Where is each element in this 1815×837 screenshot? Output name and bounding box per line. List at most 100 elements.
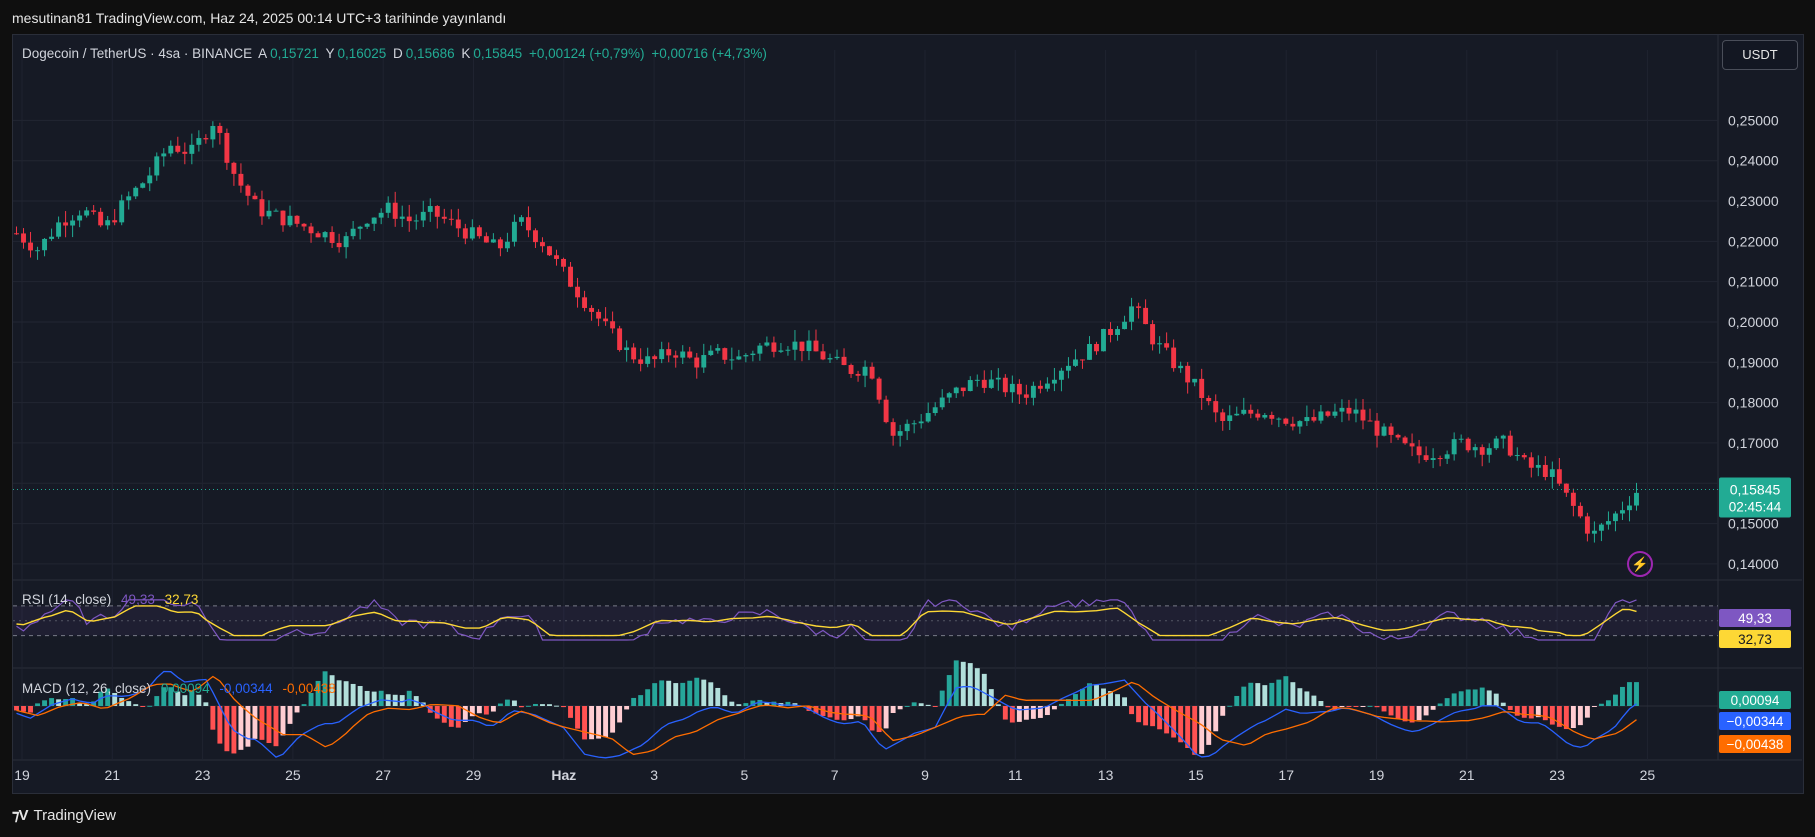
candle-body [652,356,658,360]
candle-body [855,373,861,376]
candle-body [1500,435,1506,439]
time-tick-label: 23 [195,767,211,783]
candle-body [946,393,952,398]
price-tick-label: 0,20000 [1728,314,1779,330]
candle-body [701,355,707,368]
macd-histogram-bar [1192,706,1198,755]
macd-hist-value: 0,00094 [160,681,210,696]
candle-body [245,185,251,196]
macd-histogram-bar [28,706,33,713]
candle-body [1297,421,1303,427]
macd-histogram-bar [1241,686,1247,706]
macd-histogram-bar [455,706,461,728]
candle-body [785,349,791,351]
macd-signal-line [16,675,1637,756]
candle-body [750,353,756,356]
macd-histogram-bar [392,694,398,706]
price-tag-value: 0,15845 [1730,482,1781,498]
macd-histogram-bar [568,706,573,718]
macd-histogram-bar [1101,688,1106,706]
macd-histogram-bar [1339,706,1345,707]
macd-histogram-bar [890,706,896,713]
macd-histogram-bar [1493,693,1499,706]
macd-histogram-bar [161,687,167,706]
macd-histogram-bar [617,706,623,723]
rsi-label[interactable]: RSI (14, close) [22,592,112,607]
macd-histogram-bar [1044,706,1050,716]
macd-histogram-bar [1262,685,1268,706]
macd-histogram-bar [294,706,300,713]
macd-histogram-bar [841,706,847,721]
candle-body [168,145,174,154]
candle-body [175,145,181,152]
macd-histogram-bar [806,706,812,711]
macd-signal-tag-bg [1719,735,1791,753]
candle-body [406,216,412,222]
macd-histogram-bar [1297,688,1303,706]
macd-histogram-bar [1563,706,1569,730]
time-tick-label: 21 [105,767,121,783]
macd-histogram-bar [1402,706,1408,722]
candle-body [56,222,62,237]
macd-histogram-bar [1627,682,1632,706]
macd-histogram-bar [1423,706,1429,716]
currency-button[interactable]: USDT [1722,40,1798,70]
time-tick-label: 19 [14,767,30,783]
macd-histogram-bar [631,697,637,706]
candle-body [1269,415,1275,419]
symbol-legend: Dogecoin / TetherUS · 4sa · BINANCE A 0,1… [22,46,770,61]
candle-body [981,379,987,388]
macd-histogram-bar [343,681,349,706]
macd-line-value: -0,00344 [219,681,273,696]
change-value: +0,00124 (+0,79%) [528,46,645,61]
macd-histogram-bar [133,704,139,706]
macd-histogram-bar [448,706,454,727]
time-tick-label: 9 [921,767,929,783]
candle-body [350,228,356,237]
candle-body [1598,524,1604,531]
candle-body [259,199,265,217]
macd-histogram-bar [1065,699,1071,706]
macd-histogram-bar [490,706,496,712]
price-tick-label: 0,22000 [1728,233,1779,249]
macd-histogram-bar [1311,695,1317,706]
macd-histogram-bar [497,703,503,706]
macd-histogram-bar [624,706,630,710]
candle-body [848,365,854,374]
candle-body [1157,343,1163,345]
candle-body [1101,328,1106,352]
macd-histogram-bar [1465,689,1471,706]
candle-body [1381,426,1387,436]
time-tick-label: 15 [1188,767,1204,783]
candle-body [582,297,588,308]
candle-body [322,232,328,238]
price-tag-countdown: 02:45:44 [1729,500,1782,515]
candle-body [336,242,342,248]
macd-label[interactable]: MACD (12, 26, close) [22,681,152,696]
symbol-name[interactable]: Dogecoin / TetherUS · 4sa · BINANCE [22,46,253,61]
candle-body [722,348,728,360]
candle-body [834,356,840,359]
macd-histogram-bar [105,688,111,706]
rsi-value: 49,33 [121,592,155,607]
candle-body [224,132,230,163]
candle-body [1241,409,1247,414]
candle-body [967,380,973,392]
macd-histogram-bar [1374,706,1380,708]
candle-body [420,211,426,221]
close-value: 0,15845 [473,46,523,61]
macd-histogram-bar [1346,706,1352,707]
candle-body [1458,438,1464,440]
lightning-icon[interactable]: ⚡ [1627,551,1653,577]
price-tick-label: 0,14000 [1728,556,1779,572]
rsi-ma-tag: 32,73 [1738,632,1772,647]
candle-body [1634,492,1639,506]
macd-histogram-bar [820,706,826,717]
macd-histogram-bar [764,701,770,706]
candle-body [1514,455,1520,457]
macd-histogram-bar [301,704,307,706]
macd-histogram-bar [1276,679,1282,706]
candle-body [1556,469,1562,484]
candle-body [238,173,244,186]
